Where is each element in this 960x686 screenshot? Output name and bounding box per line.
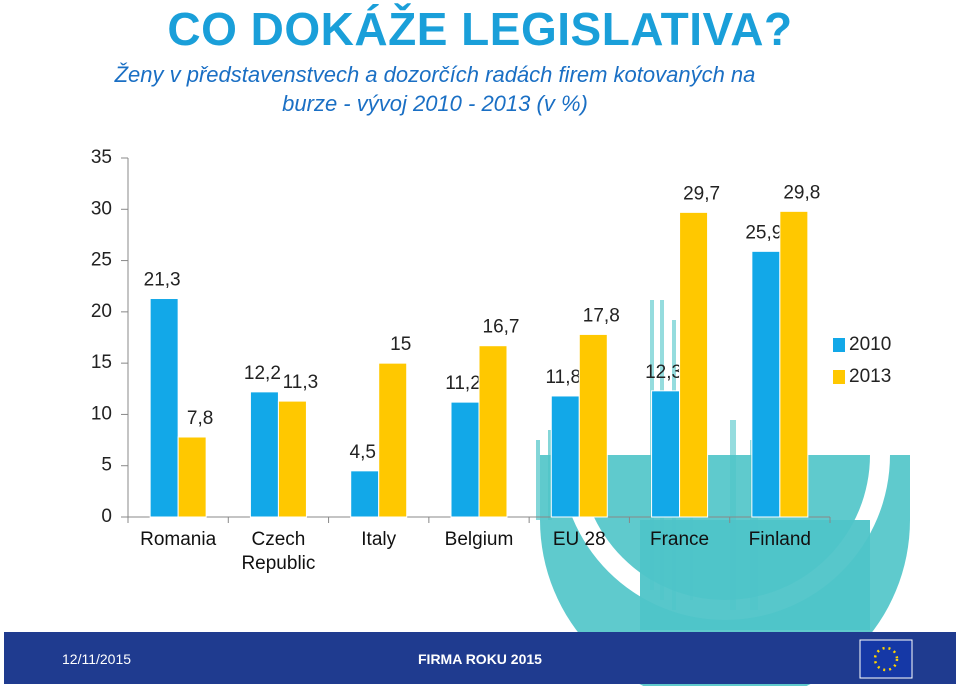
y-tick-label: 15 <box>91 352 112 373</box>
x-tick-label: EU 28 <box>552 529 606 550</box>
bar <box>550 395 580 518</box>
bar <box>651 390 681 518</box>
footer-date: 12/11/2015 <box>62 651 132 667</box>
bar <box>751 250 781 518</box>
footer-band <box>4 632 956 684</box>
bar <box>450 401 480 518</box>
subtitle: Ženy v představenstvech a dozorčích radá… <box>114 62 756 116</box>
bar <box>378 362 408 518</box>
title: CO DOKÁŽE LEGISLATIVA? <box>167 3 793 55</box>
value-label: 12,2 <box>244 363 281 384</box>
y-tick-label: 25 <box>91 250 112 271</box>
footer-event: FIRMA ROKU 2015 <box>418 651 542 667</box>
bar <box>779 210 809 518</box>
y-tick-label: 30 <box>91 198 112 219</box>
value-label: 12,3 <box>645 362 682 383</box>
value-label: 29,7 <box>683 183 720 204</box>
legend-label: 2010 <box>849 334 891 355</box>
bar <box>350 470 380 518</box>
x-tick-label: Italy <box>361 529 397 550</box>
bar <box>177 436 207 518</box>
x-tick-label: Romania <box>140 529 217 550</box>
value-label: 16,7 <box>483 317 520 338</box>
bar <box>249 391 279 518</box>
value-label: 15 <box>390 334 411 355</box>
bar <box>478 345 508 518</box>
eu-flag <box>859 639 913 679</box>
value-label: 7,8 <box>187 408 213 429</box>
x-tick-label: Belgium <box>444 529 514 550</box>
bar <box>277 400 307 518</box>
bar <box>149 298 179 518</box>
value-label: 11,8 <box>545 367 581 388</box>
x-tick-label: Czech Republic <box>241 529 316 574</box>
value-label: 21,3 <box>144 270 181 291</box>
value-label: 11,2 <box>445 373 481 394</box>
value-label: 29,8 <box>783 182 820 203</box>
y-tick-label: 20 <box>91 301 112 322</box>
value-label: 4,5 <box>350 442 376 463</box>
legend-swatch <box>833 338 845 352</box>
legend-label: 2013 <box>849 366 891 387</box>
value-label: 17,8 <box>583 305 620 326</box>
y-tick-label: 5 <box>101 455 112 476</box>
y-tick-label: 35 <box>91 147 112 168</box>
y-tick-label: 0 <box>101 506 112 527</box>
y-tick-label: 10 <box>91 403 112 424</box>
bar <box>679 211 709 518</box>
value-label: 25,9 <box>745 222 782 243</box>
decoration <box>536 300 910 686</box>
legend-swatch <box>833 370 845 384</box>
value-label: 11,3 <box>283 372 319 393</box>
x-tick-label: Finland <box>748 529 811 550</box>
bar <box>578 333 608 518</box>
x-tick-label: France <box>649 529 710 550</box>
